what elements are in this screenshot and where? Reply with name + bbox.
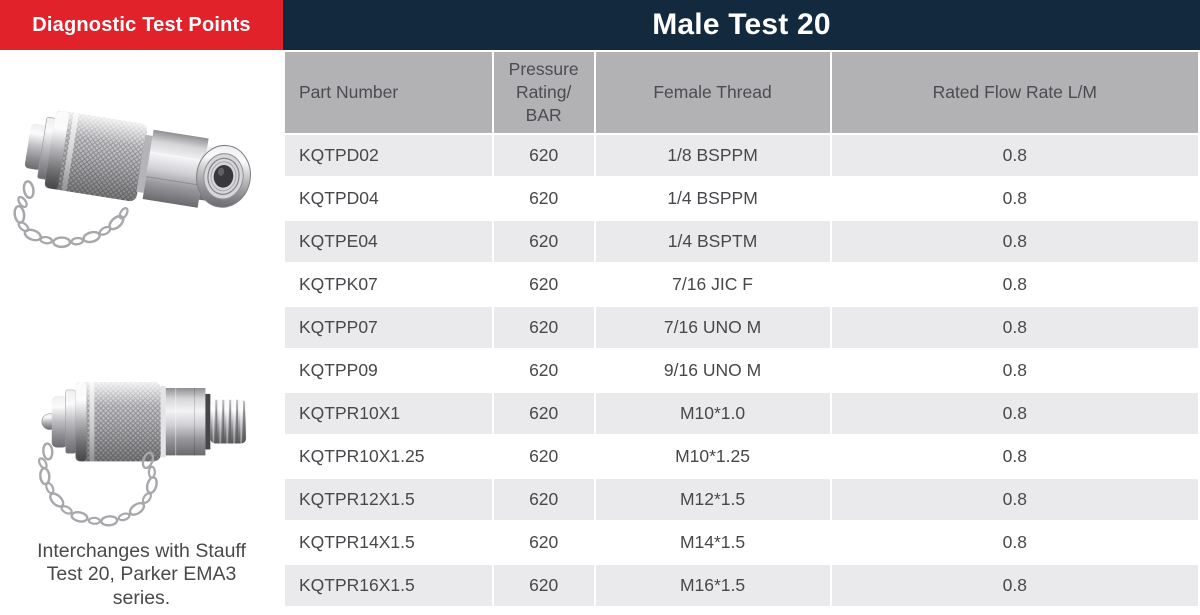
table-row: KQTPD02 620 1/8 BSPPM 0.8: [285, 135, 1198, 176]
cell-thread: M14*1.5: [595, 522, 830, 563]
chain: [37, 442, 158, 527]
cell-flow: 0.8: [831, 565, 1198, 606]
table-title-banner: Male Test 20: [283, 0, 1200, 50]
cell-pressure: 620: [493, 479, 594, 520]
cell-thread: 7/16 JIC F: [595, 264, 830, 305]
col-header-flow-rate: Rated Flow Rate L/M: [831, 52, 1198, 133]
table-title: Male Test 20: [652, 8, 831, 41]
cell-part-number: KQTPP09: [285, 350, 492, 391]
cell-thread: 1/4 BSPPM: [595, 178, 830, 219]
cell-part-number: KQTPD02: [285, 135, 492, 176]
cell-part-number: KQTPK07: [285, 264, 492, 305]
cell-flow: 0.8: [831, 393, 1198, 434]
cell-pressure: 620: [493, 178, 594, 219]
product-photo-coupling-female-angled: [13, 110, 251, 249]
cell-part-number: KQTPE04: [285, 221, 492, 262]
cell-pressure: 620: [493, 264, 594, 305]
cell-flow: 0.8: [831, 135, 1198, 176]
cell-part-number: KQTPP07: [285, 307, 492, 348]
cell-pressure: 620: [493, 307, 594, 348]
table-row: KQTPR14X1.5 620 M14*1.5 0.8: [285, 522, 1198, 563]
cell-pressure: 620: [493, 565, 594, 606]
cell-part-number: KQTPR14X1.5: [285, 522, 492, 563]
cell-flow: 0.8: [831, 178, 1198, 219]
product-photo-coupling-male-side: [37, 382, 247, 527]
cell-thread: 7/16 UNO M: [595, 307, 830, 348]
cell-thread: M10*1.25: [595, 436, 830, 477]
cell-part-number: KQTPR10X1.25: [285, 436, 492, 477]
cell-part-number: KQTPR16X1.5: [285, 565, 492, 606]
main-panel: Male Test 20 Part Number Pressure Rating…: [283, 0, 1200, 615]
table-row: KQTPP09 620 9/16 UNO M 0.8: [285, 350, 1198, 391]
cell-thread: M16*1.5: [595, 565, 830, 606]
col-header-part-number: Part Number: [285, 52, 492, 133]
sidebar: Diagnostic Test Points: [0, 0, 283, 615]
cell-part-number: KQTPR12X1.5: [285, 479, 492, 520]
cell-part-number: KQTPD04: [285, 178, 492, 219]
cell-thread: M12*1.5: [595, 479, 830, 520]
cell-pressure: 620: [493, 522, 594, 563]
table-row: KQTPP07 620 7/16 UNO M 0.8: [285, 307, 1198, 348]
spec-table: Part Number Pressure Rating/ BAR Female …: [283, 50, 1200, 608]
chain: [13, 180, 129, 249]
cell-thread: 1/8 BSPPM: [595, 135, 830, 176]
cell-flow: 0.8: [831, 264, 1198, 305]
table-row: KQTPR12X1.5 620 M12*1.5 0.8: [285, 479, 1198, 520]
interchange-note: Interchanges with Stauff Test 20, Parker…: [0, 540, 283, 611]
cell-thread: 9/16 UNO M: [595, 350, 830, 391]
cell-pressure: 620: [493, 350, 594, 391]
cell-flow: 0.8: [831, 479, 1198, 520]
cell-pressure: 620: [493, 135, 594, 176]
table-row: KQTPR16X1.5 620 M16*1.5 0.8: [285, 565, 1198, 606]
cell-flow: 0.8: [831, 307, 1198, 348]
interchange-note-text: Interchanges with Stauff Test 20, Parker…: [37, 539, 246, 610]
category-banner-label: Diagnostic Test Points: [32, 13, 251, 36]
cell-flow: 0.8: [831, 350, 1198, 391]
col-header-female-thread: Female Thread: [595, 52, 830, 133]
cell-pressure: 620: [493, 436, 594, 477]
cell-flow: 0.8: [831, 221, 1198, 262]
cell-flow: 0.8: [831, 522, 1198, 563]
table-header-row: Part Number Pressure Rating/ BAR Female …: [285, 52, 1198, 133]
table-row: KQTPR10X1.25 620 M10*1.25 0.8: [285, 436, 1198, 477]
category-banner: Diagnostic Test Points: [0, 0, 283, 50]
table-row: KQTPE04 620 1/4 BSPTM 0.8: [285, 221, 1198, 262]
cell-thread: M10*1.0: [595, 393, 830, 434]
table-row: KQTPK07 620 7/16 JIC F 0.8: [285, 264, 1198, 305]
table-row: KQTPR10X1 620 M10*1.0 0.8: [285, 393, 1198, 434]
cell-part-number: KQTPR10X1: [285, 393, 492, 434]
cell-pressure: 620: [493, 393, 594, 434]
cell-flow: 0.8: [831, 436, 1198, 477]
col-header-pressure-rating: Pressure Rating/ BAR: [493, 52, 594, 133]
table-row: KQTPD04 620 1/4 BSPPM 0.8: [285, 178, 1198, 219]
cell-pressure: 620: [493, 221, 594, 262]
cell-thread: 1/4 BSPTM: [595, 221, 830, 262]
